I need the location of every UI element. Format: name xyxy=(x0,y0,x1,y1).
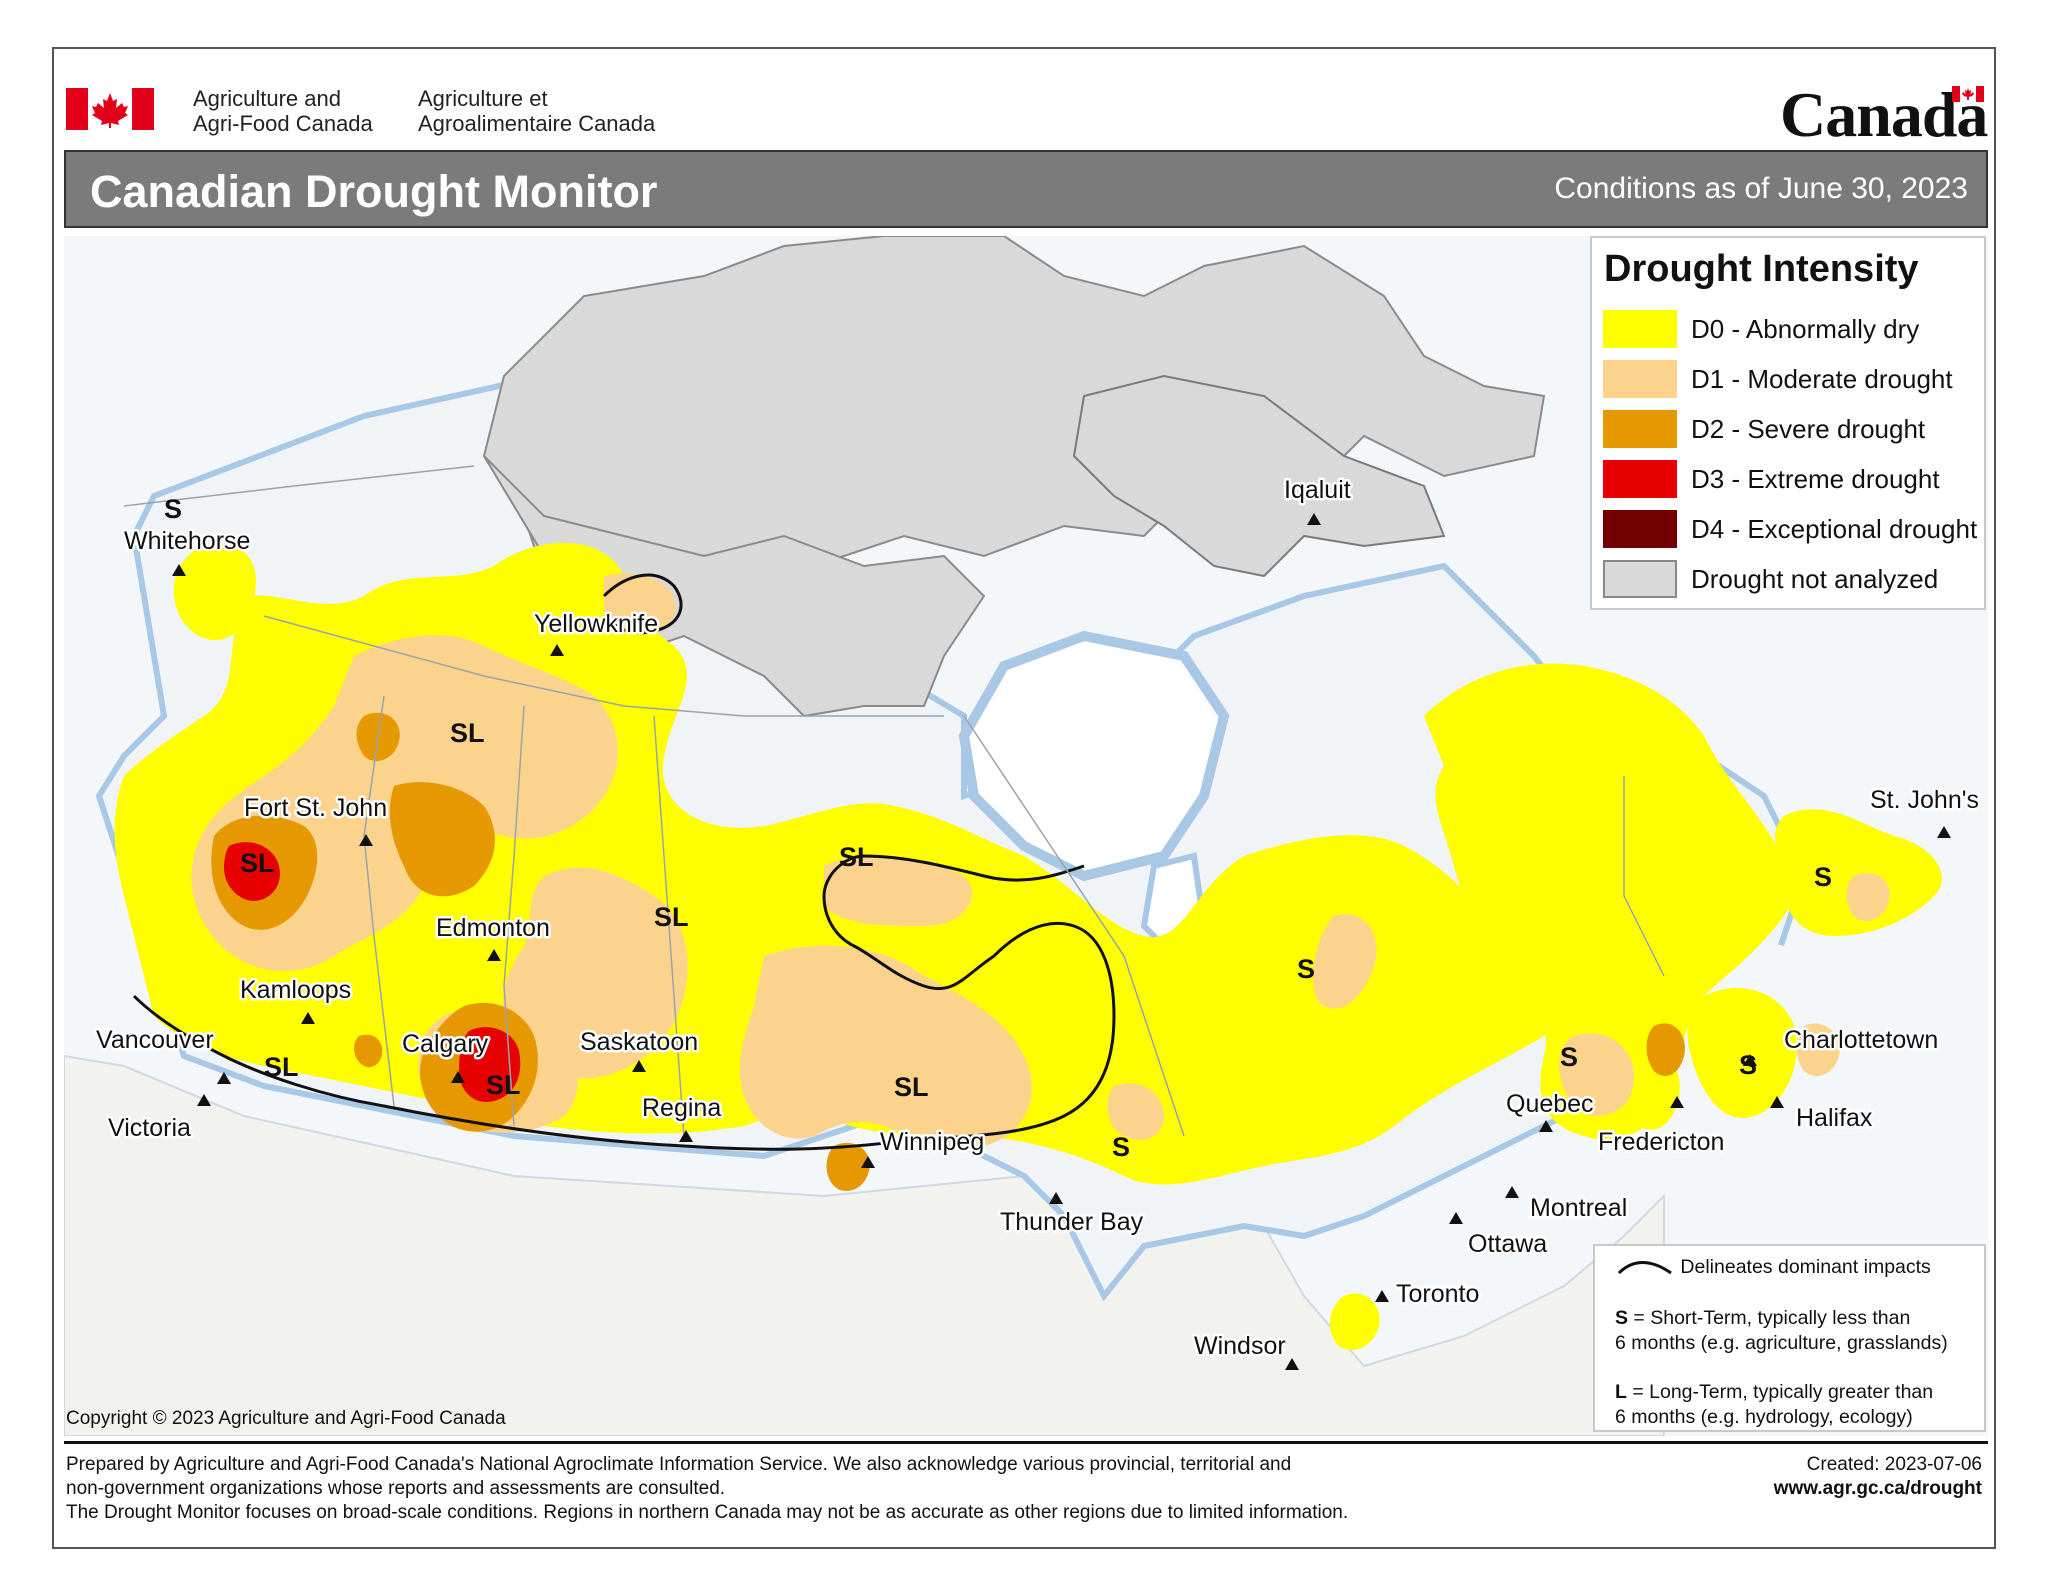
city-label: Calgary xyxy=(402,1030,489,1058)
legend-swatch-d3 xyxy=(1603,460,1677,498)
city-marker-icon xyxy=(451,1071,465,1083)
legend-swatch-d1 xyxy=(1603,360,1677,398)
legend-swatch-d0 xyxy=(1603,310,1677,348)
hudson-bay xyxy=(958,630,1230,882)
legend-label: D1 - Moderate drought xyxy=(1691,364,1953,394)
city-label: St. John's xyxy=(1870,786,1979,814)
city-marker-icon xyxy=(1743,1054,1757,1066)
city-label: Saskatoon xyxy=(580,1028,698,1056)
legend-label: D0 - Abnormally dry xyxy=(1691,314,1920,344)
department-name-english: Agriculture and Agri-Food Canada xyxy=(193,86,373,136)
legend-label: Drought not analyzed xyxy=(1691,564,1939,594)
impacts-key: Delineates dominant impacts S = Short-Te… xyxy=(1593,1244,1986,1432)
impact-code-label: SL xyxy=(240,848,275,878)
legend-swatch-d4 xyxy=(1603,510,1677,548)
impact-code-label: S xyxy=(164,494,182,524)
city-marker-icon xyxy=(1770,1096,1784,1108)
city-marker-icon xyxy=(1449,1212,1463,1224)
impact-code-label: SL xyxy=(894,1072,929,1102)
created-info: Created: 2023-07-06 www.agr.gc.ca/drough… xyxy=(1774,1453,1982,1501)
impact-code-label: SL xyxy=(450,718,485,748)
city-markers: Whitehorse Yellowknife Iqaluit Fort St. … xyxy=(94,474,1982,1370)
city-marker-icon xyxy=(1285,1358,1299,1370)
created-date: Created: 2023-07-06 xyxy=(1806,1454,1982,1475)
city-label: Regina xyxy=(642,1094,721,1122)
city-label: Montreal xyxy=(1530,1194,1627,1222)
city-marker-icon xyxy=(861,1156,875,1168)
city-label: Charlottetown xyxy=(1784,1026,1938,1054)
city-marker-icon xyxy=(487,949,501,961)
legend-swatch-d2 xyxy=(1603,410,1677,448)
city-label: Fredericton xyxy=(1598,1128,1724,1156)
city-label: Yellowknife xyxy=(534,610,658,638)
footer-divider xyxy=(64,1441,1988,1444)
legend-swatch-not-analyzed xyxy=(1603,560,1677,598)
legend-label: D3 - Extreme drought xyxy=(1691,464,1940,494)
legend-label: D4 - Exceptional drought xyxy=(1691,514,1978,544)
impact-code-label: S xyxy=(1112,1132,1130,1162)
long-term-key: L = Long-Term, typically greater than 6 … xyxy=(1615,1381,1934,1428)
provincial-boundaries xyxy=(123,465,1665,1137)
city-label: Halifax xyxy=(1796,1104,1873,1132)
city-label: Windsor xyxy=(1194,1332,1286,1360)
drought-map: S SL SL SL SL SL SL SL S S S S S Whiteho… xyxy=(64,236,1988,1436)
city-marker-icon xyxy=(1670,1096,1684,1108)
delineation-line-icon xyxy=(1617,1260,1672,1275)
city-marker-icon xyxy=(550,644,564,656)
d3-extreme-drought-areas xyxy=(224,842,521,1102)
city-label: Quebec xyxy=(1506,1090,1594,1118)
impact-code-label: S xyxy=(1297,954,1315,984)
title-bar xyxy=(64,150,1988,228)
city-marker-icon xyxy=(301,1012,315,1024)
page-title: Canadian Drought Monitor xyxy=(90,166,658,217)
impact-code-label: SL xyxy=(839,842,874,872)
wordmark-flag-icon xyxy=(1952,86,1984,102)
canada-flag-icon xyxy=(66,88,154,130)
impact-code-label: S xyxy=(1560,1042,1578,1072)
impact-delineation-lines xyxy=(132,573,1116,1151)
city-marker-icon xyxy=(1307,513,1321,525)
city-label: Fort St. John xyxy=(244,794,387,822)
city-marker-icon xyxy=(1937,826,1951,838)
legend-label: D2 - Severe drought xyxy=(1691,414,1926,444)
city-label: Edmonton xyxy=(436,914,550,942)
drought-url-link[interactable]: www.agr.gc.ca/drought xyxy=(1773,1478,1982,1499)
copyright: Copyright © 2023 Agriculture and Agri-Fo… xyxy=(66,1408,506,1429)
conditions-date: Conditions as of June 30, 2023 xyxy=(1554,172,1968,205)
city-label: Iqaluit xyxy=(1284,476,1351,504)
city-marker-icon xyxy=(1505,1186,1519,1198)
city-marker-icon xyxy=(679,1130,693,1142)
city-marker-icon xyxy=(217,1072,231,1084)
city-label: Victoria xyxy=(108,1114,191,1142)
city-marker-icon xyxy=(197,1094,211,1106)
city-marker-icon xyxy=(1049,1192,1063,1204)
legend-title: Drought Intensity xyxy=(1604,248,1919,290)
city-label: Thunder Bay xyxy=(1000,1208,1144,1236)
city-label: Kamloops xyxy=(240,976,351,1004)
city-label: Toronto xyxy=(1396,1280,1479,1308)
impact-code-label: S xyxy=(1814,862,1832,892)
baffin-not-analyzed xyxy=(1072,374,1446,578)
city-label: Winnipeg xyxy=(880,1128,984,1156)
city-marker-icon xyxy=(1375,1290,1389,1302)
city-marker-icon xyxy=(172,564,186,576)
city-marker-icon xyxy=(359,834,373,846)
city-marker-icon xyxy=(632,1060,646,1072)
city-marker-icon xyxy=(1539,1120,1553,1132)
impact-code-labels: S SL SL SL SL SL SL SL S S S S S xyxy=(164,494,1832,1162)
city-label: Ottawa xyxy=(1468,1230,1547,1258)
city-label: Vancouver xyxy=(96,1026,214,1054)
city-label: Whitehorse xyxy=(124,527,250,555)
impact-code-label: SL xyxy=(486,1070,521,1100)
impact-code-label: SL xyxy=(654,902,689,932)
impact-code-label: SL xyxy=(264,1052,299,1082)
department-name-french: Agriculture et Agroalimentaire Canada xyxy=(418,86,656,136)
short-term-key: S = Short-Term, typically less than 6 mo… xyxy=(1615,1307,1948,1354)
impact-line-key: Delineates dominant impacts xyxy=(1615,1256,1931,1279)
footer-notes: Prepared by Agriculture and Agri-Food Ca… xyxy=(66,1454,1349,1523)
